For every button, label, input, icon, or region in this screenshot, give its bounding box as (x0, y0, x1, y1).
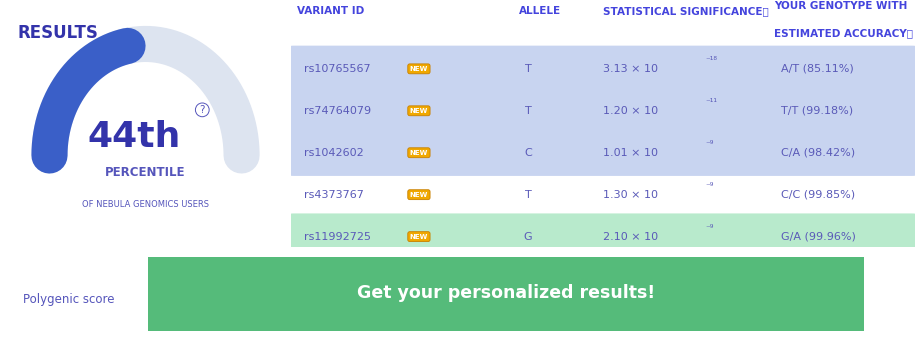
Text: NEW: NEW (409, 108, 428, 114)
Text: ⁻⁹: ⁻⁹ (706, 140, 714, 149)
Text: rs11992725: rs11992725 (303, 232, 371, 242)
Text: G/A (99.96%): G/A (99.96%) (781, 232, 856, 242)
Text: 1.20 × 10: 1.20 × 10 (603, 106, 658, 116)
Text: 1.01 × 10: 1.01 × 10 (603, 148, 658, 158)
Text: rs1042602: rs1042602 (303, 148, 363, 158)
Text: ?: ? (200, 105, 205, 115)
Text: 3.13 × 10: 3.13 × 10 (603, 64, 658, 74)
Text: 1.30 × 10: 1.30 × 10 (603, 190, 658, 200)
Text: PERCENTILE: PERCENTILE (105, 166, 186, 179)
Text: 44th: 44th (87, 120, 180, 154)
FancyBboxPatch shape (285, 129, 921, 176)
Text: T/T (99.18%): T/T (99.18%) (781, 106, 853, 116)
Text: rs4373767: rs4373767 (303, 190, 363, 200)
Text: A/T (85.11%): A/T (85.11%) (781, 64, 854, 74)
Text: ALLELE: ALLELE (518, 6, 561, 16)
Text: YOUR GENOTYPE WITH: YOUR GENOTYPE WITH (774, 1, 907, 11)
Text: C/C (99.85%): C/C (99.85%) (781, 190, 855, 200)
Text: RESULTS: RESULTS (18, 24, 98, 42)
Text: ESTIMATED ACCURACYⓘ: ESTIMATED ACCURACYⓘ (774, 28, 914, 39)
Text: 0.20: 0.20 (208, 292, 246, 307)
Text: G: G (524, 232, 532, 242)
Text: rs74764079: rs74764079 (303, 106, 371, 116)
Text: ⁻⁹: ⁻⁹ (706, 182, 714, 191)
Text: NEW: NEW (409, 66, 428, 72)
Text: NEW: NEW (409, 150, 428, 156)
Text: STATISTICAL SIGNIFICANCEⓘ: STATISTICAL SIGNIFICANCEⓘ (603, 6, 769, 16)
FancyBboxPatch shape (116, 257, 896, 331)
Text: OF NEBULA GENOMICS USERS: OF NEBULA GENOMICS USERS (82, 200, 209, 209)
Text: C/A (98.42%): C/A (98.42%) (781, 148, 855, 158)
Text: ⁻¹¹: ⁻¹¹ (706, 98, 718, 107)
Text: Get your personalized results!: Get your personalized results! (357, 284, 655, 301)
Text: T: T (525, 64, 531, 74)
Text: rs10765567: rs10765567 (303, 64, 371, 74)
Text: C: C (524, 148, 532, 158)
Text: NEW: NEW (409, 234, 428, 240)
FancyBboxPatch shape (285, 88, 921, 134)
FancyBboxPatch shape (285, 213, 921, 260)
Text: T: T (525, 106, 531, 116)
Text: 2.10 × 10: 2.10 × 10 (603, 232, 658, 242)
Text: NEW: NEW (409, 192, 428, 198)
Text: Polygenic score: Polygenic score (23, 293, 115, 306)
Text: ⁻¹⁸: ⁻¹⁸ (706, 56, 718, 65)
FancyBboxPatch shape (285, 46, 921, 92)
Text: VARIANT ID: VARIANT ID (298, 6, 365, 16)
Text: T: T (525, 190, 531, 200)
Text: ⁻⁹: ⁻⁹ (706, 224, 714, 233)
